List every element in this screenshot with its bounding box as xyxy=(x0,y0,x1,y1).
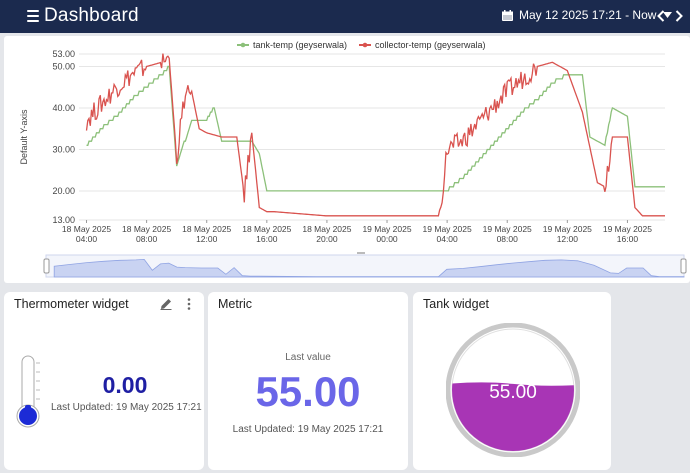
x-tick-label-time: 04:00 xyxy=(436,234,458,244)
thermometer-last-updated: Last Updated: 19 May 2025 17:21 xyxy=(51,402,202,413)
metric-widget-title: Metric xyxy=(218,297,253,311)
x-tick-label-time: 12:00 xyxy=(557,234,579,244)
y-tick-label: 13.00 xyxy=(52,215,75,225)
x-tick-label-date: 18 May 2025 xyxy=(242,224,291,234)
thermometer-scale-ticks xyxy=(36,362,40,400)
hamburger-menu-icon[interactable] xyxy=(27,10,39,22)
previous-range-icon[interactable] xyxy=(657,10,665,22)
thermometer-gauge xyxy=(16,355,40,428)
x-tick-label-time: 16:00 xyxy=(256,234,278,244)
app-header: Dashboard May 12 2025 17:21 - Now xyxy=(0,0,690,33)
date-range-picker[interactable]: May 12 2025 17:21 - Now xyxy=(502,8,673,22)
x-tick-label-date: 19 May 2025 xyxy=(362,224,411,234)
y-tick-label: 30.00 xyxy=(52,144,75,154)
legend-entry-label[interactable]: tank-temp (geyserwala) xyxy=(253,40,347,50)
timeseries-chart-card: 53.00 50.00 40.00 30.00 20.00 13.00 18 May 202… xyxy=(4,36,690,283)
navigator-area xyxy=(53,258,685,278)
x-tick-label-time: 12:00 xyxy=(196,234,218,244)
x-tick-label-time: 08:00 xyxy=(497,234,519,244)
thermometer-bulb xyxy=(19,407,37,425)
thermometer-value: 0.00 xyxy=(102,372,148,398)
y-axis-label: Default Y-axis xyxy=(19,109,29,165)
x-tick-label-time: 04:00 xyxy=(76,234,98,244)
x-tick-label-time: 16:00 xyxy=(617,234,639,244)
x-tick-label-time: 08:00 xyxy=(136,234,158,244)
tank-fill-level xyxy=(452,382,574,451)
tank-widget-title: Tank widget xyxy=(423,297,490,311)
date-range-label: May 12 2025 17:21 - Now xyxy=(519,8,657,22)
x-tick-label-date: 19 May 2025 xyxy=(423,224,472,234)
tank-gauge xyxy=(446,323,580,457)
x-tick-label-time: 20:00 xyxy=(316,234,338,244)
y-tick-label: 50.00 xyxy=(52,61,75,71)
series-line-collector-temp xyxy=(85,53,665,217)
edit-pencil-icon[interactable] xyxy=(160,298,172,310)
calendar-icon xyxy=(502,9,513,21)
more-options-icon[interactable] xyxy=(187,298,191,310)
navigator-right-handle[interactable] xyxy=(680,258,687,274)
metric-last-updated: Last Updated: 19 May 2025 17:21 xyxy=(232,424,384,435)
metric-label: Last value xyxy=(285,352,331,363)
y-tick-label: 53.00 xyxy=(52,49,75,59)
x-tick-label-date: 19 May 2025 xyxy=(543,224,592,234)
x-tick-label-date: 18 May 2025 xyxy=(62,224,111,234)
page-title: Dashboard xyxy=(44,5,139,26)
x-tick-label-date: 19 May 2025 xyxy=(483,224,532,234)
x-tick-label-time: 00:00 xyxy=(376,234,398,244)
navigator-left-handle[interactable] xyxy=(43,258,50,274)
y-tick-label: 20.00 xyxy=(52,186,75,196)
legend-marker xyxy=(362,42,368,48)
legend-marker xyxy=(240,42,246,48)
legend-entry-label[interactable]: collector-temp (geyserwala) xyxy=(375,40,486,50)
metric-widget-card: Metric xyxy=(208,292,408,470)
series-line-tank-temp xyxy=(86,65,665,192)
x-tick-label-date: 18 May 2025 xyxy=(302,224,351,234)
metric-value: 55.00 xyxy=(255,368,361,415)
next-range-icon[interactable] xyxy=(675,10,683,22)
tank-value: 55.00 xyxy=(489,382,537,403)
chevron-down-icon xyxy=(663,12,673,18)
x-tick-label-date: 19 May 2025 xyxy=(603,224,652,234)
thermometer-mercury xyxy=(25,405,31,413)
thermometer-widget-title: Thermometer widget xyxy=(14,297,129,311)
y-tick-label: 40.00 xyxy=(52,103,75,113)
x-tick-label-date: 18 May 2025 xyxy=(182,224,231,234)
x-tick-label-date: 18 May 2025 xyxy=(122,224,171,234)
navigator-scroll-grip[interactable] xyxy=(357,252,365,254)
